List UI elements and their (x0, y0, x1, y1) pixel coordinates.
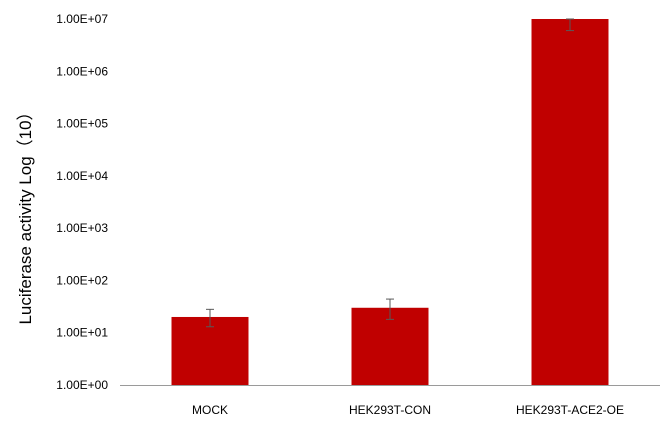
y-tick-label: 1.00E+02 (56, 273, 108, 287)
bar (171, 316, 249, 385)
x-tick-label: MOCK (192, 403, 228, 417)
y-tick-label: 1.00E+00 (56, 378, 108, 392)
error-bar (206, 308, 214, 328)
y-axis-title: Luciferase activity Log（10） (16, 103, 35, 324)
x-axis-labels: MOCK HEK293T-CON HEK293T-ACE2-OE (192, 403, 624, 417)
y-tick-label: 1.00E+01 (56, 326, 108, 340)
bars-group (171, 19, 609, 385)
x-tick-label: HEK293T-ACE2-OE (516, 403, 624, 417)
y-axis-ticks: 1.00E+00 1.00E+01 1.00E+02 1.00E+03 1.00E+04… (56, 12, 108, 392)
error-bar (566, 18, 574, 32)
bar (531, 19, 609, 385)
y-tick-label: 1.00E+07 (56, 12, 108, 26)
bar (351, 307, 429, 385)
y-tick-label: 1.00E+03 (56, 221, 108, 235)
error-bars-group (206, 18, 574, 328)
y-tick-label: 1.00E+06 (56, 64, 108, 78)
error-bar (386, 298, 394, 320)
y-tick-label: 1.00E+05 (56, 117, 108, 131)
y-tick-label: 1.00E+04 (56, 169, 108, 183)
x-tick-label: HEK293T-CON (349, 403, 431, 417)
